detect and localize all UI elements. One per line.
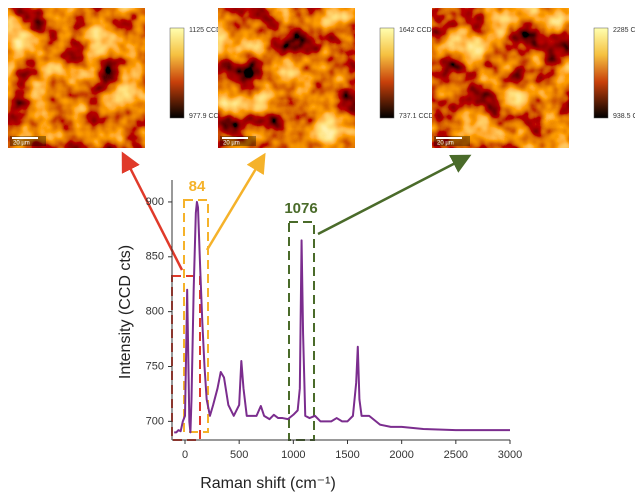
- colorbar-min: 938.5 CCD cts: [613, 113, 635, 120]
- map-image: [8, 8, 145, 148]
- scale-bar-bg: [10, 136, 46, 146]
- scale-bar-bg: [220, 136, 256, 146]
- y-axis-label: Intensity (CCD cts): [117, 245, 134, 379]
- map-image: [218, 8, 355, 148]
- colorbar-max: 1125 CCD cts: [189, 27, 233, 34]
- x-tick-label: 500: [230, 449, 248, 461]
- colorbar: [379, 27, 395, 119]
- scale-bar-label: 20 µm: [437, 141, 454, 147]
- y-tick-label: 700: [146, 415, 164, 427]
- x-tick-label: 1000: [281, 449, 305, 461]
- scale-bar-label: 20 µm: [13, 141, 30, 147]
- band-box: [183, 199, 209, 433]
- colorbar-min: 977.9 CCD cts: [189, 113, 235, 120]
- colorbar: [169, 27, 185, 119]
- y-tick-label: 900: [146, 196, 164, 208]
- spectrum-line: [174, 200, 510, 434]
- x-tick-label: 1500: [335, 449, 359, 461]
- map-image: [432, 8, 569, 148]
- scale-bar-bg: [434, 136, 470, 146]
- colorbar: [593, 27, 609, 119]
- colorbar-max: 1642 CCD cts: [399, 27, 443, 34]
- colorbar-max: 2285 CCD cts: [613, 27, 635, 34]
- x-tick-label: 2000: [389, 449, 413, 461]
- x-tick-label: 0: [182, 449, 188, 461]
- arrow: [317, 154, 472, 236]
- x-tick-label: 2500: [444, 449, 468, 461]
- colorbar-min: 737.1 CCD cts: [399, 113, 445, 120]
- annotation: 84: [189, 178, 206, 195]
- y-tick-label: 800: [146, 306, 164, 318]
- annotation: 1076: [284, 200, 317, 217]
- arrow: [205, 152, 266, 251]
- y-tick-label: 850: [146, 251, 164, 263]
- y-tick-label: 750: [146, 360, 164, 372]
- x-axis-label: Raman shift (cm⁻¹): [200, 475, 336, 492]
- scale-bar-label: 20 µm: [223, 141, 240, 147]
- x-tick-label: 3000: [498, 449, 522, 461]
